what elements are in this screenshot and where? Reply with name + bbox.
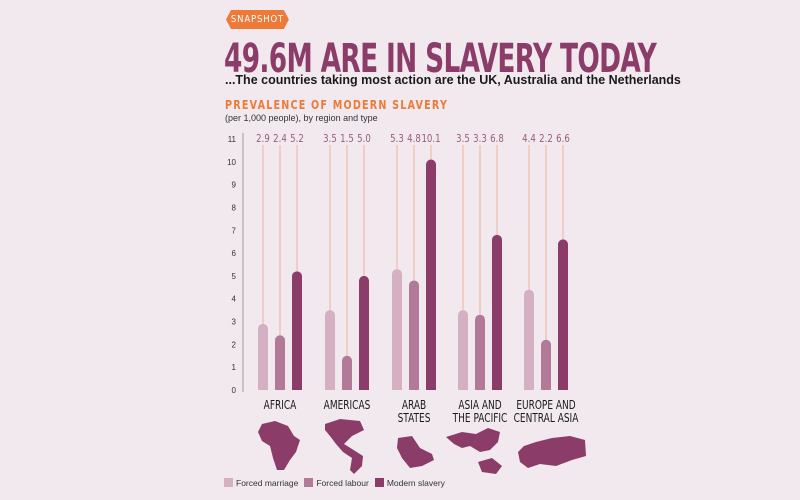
y-tick-label: 5 — [232, 272, 237, 281]
bar-base — [275, 340, 285, 390]
europe-central-asia-map-icon — [518, 436, 586, 468]
bar-base — [492, 239, 502, 390]
chart-title: PREVALENCE OF MODERN SLAVERY — [225, 98, 449, 112]
category-label: CENTRAL ASIA — [514, 412, 579, 426]
category-label: STATES — [398, 412, 431, 426]
category-label: EUROPE AND — [516, 399, 575, 413]
data-label: 2.4 — [273, 133, 287, 145]
legend: Forced marriage Forced labour Modern sla… — [224, 478, 445, 488]
bar-base — [558, 244, 568, 390]
y-tick-label: 0 — [232, 386, 237, 395]
data-label: 5.2 — [290, 133, 304, 145]
data-label: 6.6 — [556, 133, 570, 145]
data-label: 4.8 — [407, 133, 421, 145]
category-label: ASIA AND — [458, 399, 501, 413]
chart-subtitle: (per 1,000 people), by region and type — [225, 113, 378, 123]
bar-base — [392, 274, 402, 390]
category-label: AFRICA — [264, 399, 297, 413]
bar-base — [342, 360, 352, 390]
legend-swatch — [374, 478, 384, 487]
bar-base — [325, 315, 335, 390]
y-tick-label: 9 — [232, 181, 237, 190]
bar-base — [541, 344, 551, 390]
bar-base — [409, 285, 419, 390]
y-tick-label: 11 — [228, 135, 237, 144]
snapshot-badge: SNAPSHOT — [226, 10, 289, 29]
legend-item-forced-labour: Forced labour — [304, 478, 369, 488]
bar-base — [359, 280, 369, 390]
page-title: 49.6M ARE IN SLAVERY TODAY — [224, 36, 657, 82]
y-tick-label: 3 — [232, 318, 237, 327]
bar-base — [524, 294, 534, 390]
americas-map-icon — [325, 419, 364, 474]
y-tick-label: 8 — [232, 203, 237, 212]
y-tick-label: 6 — [232, 249, 237, 258]
data-label: 5.0 — [357, 133, 371, 145]
data-label: 3.5 — [323, 133, 337, 145]
y-tick-label: 7 — [232, 226, 237, 235]
y-tick-label: 2 — [232, 340, 237, 349]
legend-swatch — [224, 478, 233, 487]
bar-base — [458, 315, 468, 390]
bar-base — [475, 319, 485, 390]
page-subtitle: ...The countries taking most action are … — [225, 73, 681, 87]
y-tick-label: 1 — [232, 363, 237, 372]
category-label: ARAB — [402, 399, 426, 413]
bar-base — [292, 276, 302, 390]
category-label: AMERICAS — [324, 399, 371, 413]
arab-states-map-icon — [397, 436, 434, 468]
data-label: 2.2 — [539, 133, 553, 145]
data-label: 6.8 — [490, 133, 504, 145]
data-label: 3.3 — [473, 133, 487, 145]
africa-map-icon — [258, 421, 300, 470]
data-label: 4.4 — [522, 133, 536, 145]
legend-item-modern-slavery: Modern slavery — [374, 478, 445, 488]
category-label: THE PACIFIC — [452, 412, 507, 426]
data-label: 2.9 — [256, 133, 270, 145]
y-tick-label: 4 — [232, 295, 237, 304]
data-label: 3.5 — [456, 133, 470, 145]
legend-item-forced-marriage: Forced marriage — [224, 478, 298, 488]
asia-pacific-map-icon — [446, 428, 502, 474]
data-label: 1.5 — [340, 133, 354, 145]
bar-base — [426, 164, 436, 390]
y-tick-label: 10 — [227, 158, 236, 167]
data-label: 10.1 — [421, 133, 440, 145]
legend-swatch — [304, 478, 314, 487]
bar-base — [258, 328, 268, 390]
data-label: 5.3 — [390, 133, 404, 145]
